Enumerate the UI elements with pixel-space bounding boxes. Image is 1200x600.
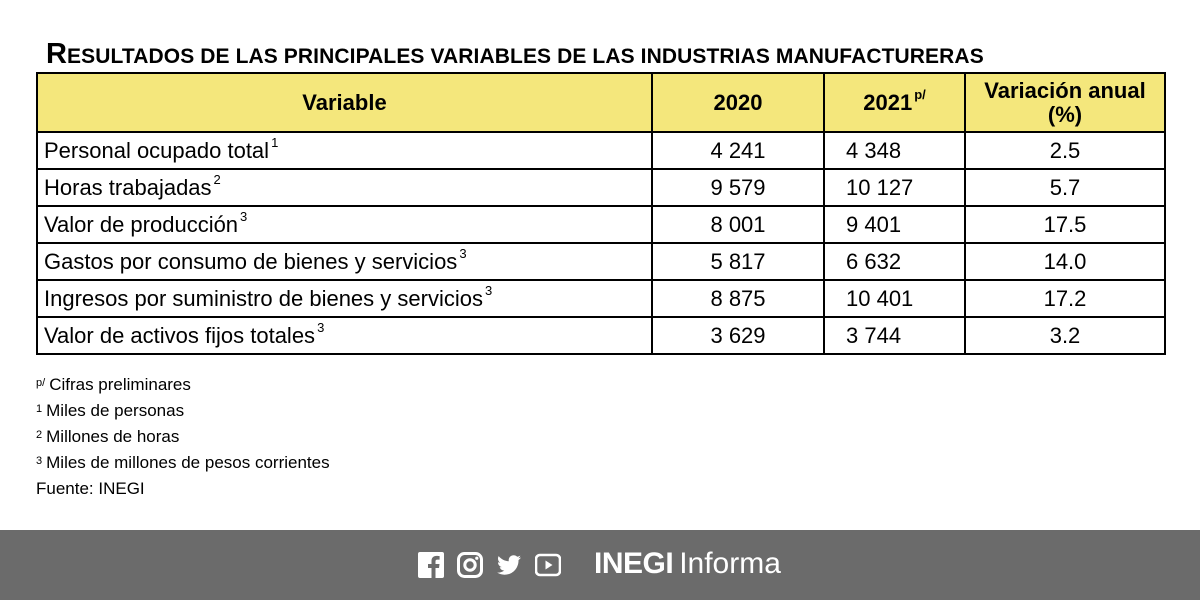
table-row: Valor de activos fijos totales 3 3 629 3 74… [36,316,1166,355]
variable-label: Horas trabajadas [44,174,212,200]
variable-footnote: 2 [213,171,221,187]
cell-variable: Personal ocupado total 1 [36,131,653,170]
cell-2021: 10 127 [823,168,966,207]
youtube-icon[interactable] [535,552,561,578]
footnote-text: Fuente: INEGI [36,479,145,498]
instagram-icon[interactable] [457,552,483,578]
cell-variation: 17.5 [964,205,1166,244]
variable-label: Valor de activos fijos totales [44,322,316,348]
cell-2020: 3 629 [651,316,825,355]
footnote-text: Miles de personas [46,401,185,420]
inegi-informa-logo: INEGI Informa [594,547,781,581]
footnote-text: Miles de millones de pesos corrientes [46,453,330,472]
cell-2020: 8 875 [651,279,825,318]
header-variation-line1: Variación anual [984,78,1146,104]
table-row: Gastos por consumo de bienes y servicios… [36,242,1166,281]
cell-variable: Valor de producción 3 [36,205,653,244]
header-2020: 2020 [651,72,825,133]
cell-variable: Ingresos por suministro de bienes y serv… [36,279,653,318]
table-row: Valor de producción 3 8 001 9 401 17.5 [36,205,1166,244]
cell-2020: 8 001 [651,205,825,244]
footnote-marker: 1 [36,403,43,415]
brand-light: Informa [679,547,781,580]
cell-2021: 6 632 [823,242,966,281]
cell-2021: 10 401 [823,279,966,318]
cell-variable: Horas trabajadas 2 [36,168,653,207]
cell-2020: 4 241 [651,131,825,170]
cell-variation: 3.2 [964,316,1166,355]
header-variable: Variable [36,72,653,133]
cell-variable: Valor de activos fijos totales 3 [36,316,653,355]
cell-2021: 9 401 [823,205,966,244]
variable-footnote: 3 [240,208,248,224]
footnotes: p/Cifras preliminares 1 Miles de personas 2… [36,372,330,502]
footnote-item: p/Cifras preliminares [36,372,330,398]
variable-footnote: 3 [459,245,467,261]
cell-variation: 5.7 [964,168,1166,207]
cell-2020: 9 579 [651,168,825,207]
results-table: Variable 2020 2021 p/ Variación anual (%) … [36,72,1166,355]
cell-variation: 2.5 [964,131,1166,170]
footnote-item: 1 Miles de personas [36,398,330,424]
footnote-item: 3 Miles de millones de pesos corrientes [36,450,330,476]
header-variation-line2: (%) [1047,101,1083,127]
variable-label: Valor de producción [44,211,239,237]
variable-label: Gastos por consumo de bienes y servicios [44,248,458,274]
table-row: Personal ocupado total 1 4 241 4 348 2.5 [36,131,1166,170]
facebook-icon[interactable] [418,552,444,578]
social-icons [418,552,561,578]
cell-variation: 14.0 [964,242,1166,281]
table-row: Ingresos por suministro de bienes y serv… [36,279,1166,318]
footnote-text: Cifras preliminares [49,375,191,394]
variable-label: Ingresos por suministro de bienes y serv… [44,285,483,311]
footnote-item: Fuente: INEGI [36,476,330,502]
header-2021: 2021 p/ [823,72,966,133]
title-rest: ESULTADOS DE LAS PRINCIPALES VARIABLES D… [67,45,984,68]
twitter-icon[interactable] [496,552,522,578]
header-variation: Variación anual (%) [964,72,1166,133]
footer-bar: INEGI Informa [0,530,1200,600]
footnote-marker: p/ [36,377,46,389]
variable-footnote: 1 [271,134,279,150]
cell-variation: 17.2 [964,279,1166,318]
brand-bold: INEGI [594,547,674,580]
table-header-row: Variable 2020 2021 p/ Variación anual (%) [36,72,1166,133]
cell-variable: Gastos por consumo de bienes y servicios… [36,242,653,281]
footnote-item: 2 Millones de horas [36,424,330,450]
footnote-marker: 2 [36,429,43,441]
title-first-letter: R [46,38,68,70]
table-row: Horas trabajadas 2 9 579 10 127 5.7 [36,168,1166,207]
header-2021-sup: p/ [914,86,926,102]
cell-2020: 5 817 [651,242,825,281]
footnote-marker: 3 [36,455,43,467]
variable-footnote: 3 [317,319,325,335]
cell-2021: 3 744 [823,316,966,355]
variable-label: Personal ocupado total [44,137,270,163]
cell-2021: 4 348 [823,131,966,170]
header-2021-label: 2021 [863,89,913,115]
variable-footnote: 3 [484,282,493,298]
footnote-text: Millones de horas [46,427,180,446]
page-title: RESULTADOS DE LAS PRINCIPALES VARIABLES … [46,38,1166,71]
